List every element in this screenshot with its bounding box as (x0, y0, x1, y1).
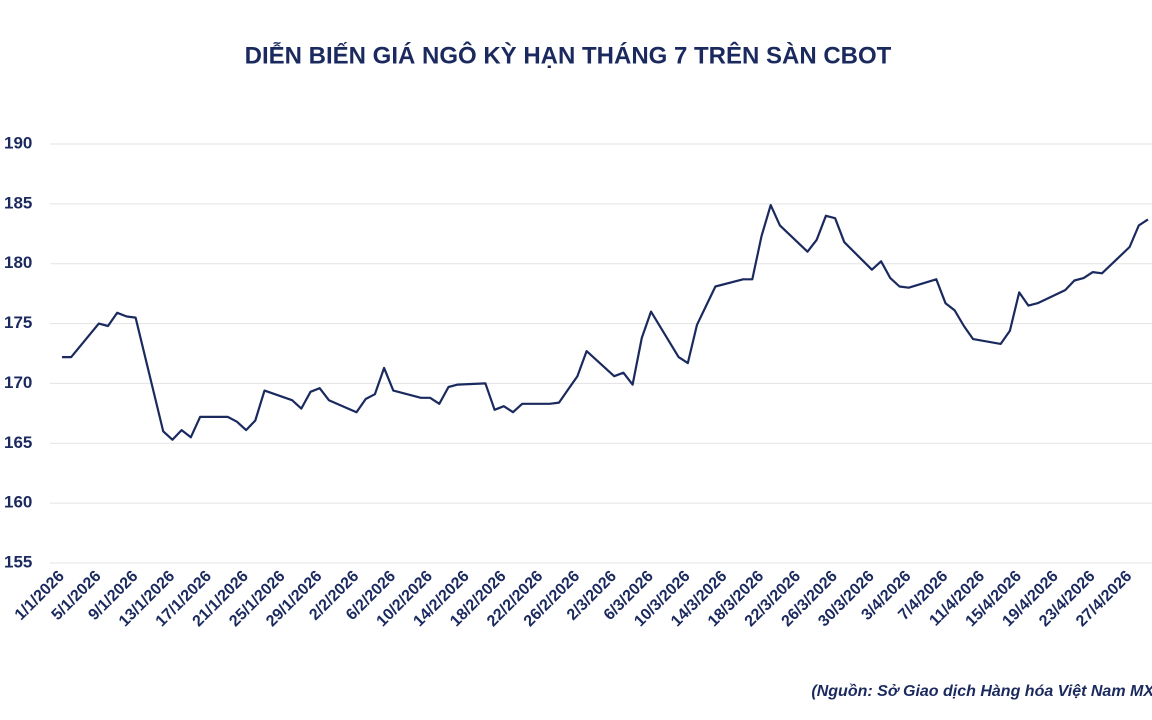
y-tick-label: 175 (4, 313, 32, 332)
y-tick-label: 190 (4, 133, 32, 152)
price-line (62, 204, 1149, 441)
y-tick-label: 165 (4, 433, 32, 452)
y-tick-label: 185 (4, 193, 32, 212)
y-tick-label: 180 (4, 253, 32, 272)
source-note: (Nguồn: Sở Giao dịch Hàng hóa Việt Nam M… (811, 683, 1152, 700)
y-tick-label: 155 (4, 552, 32, 571)
chart-title: DIỄN BIẾN GIÁ NGÔ KỲ HẠN THÁNG 7 TRÊN SÀ… (245, 40, 892, 69)
y-tick-label: 160 (4, 493, 32, 512)
y-tick-label: 170 (4, 373, 32, 392)
